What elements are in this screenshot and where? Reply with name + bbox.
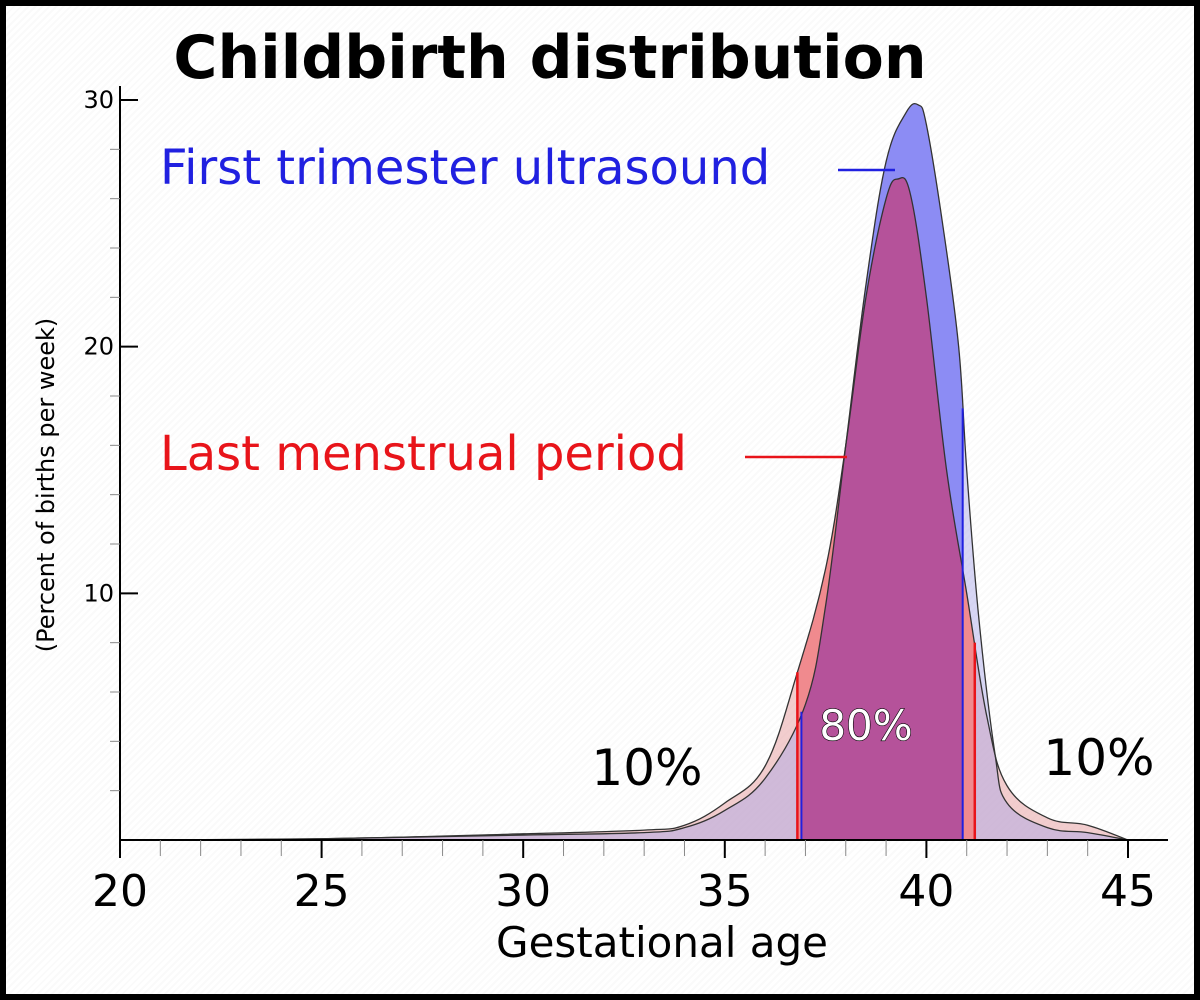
y-tick-label: 20 <box>83 333 114 361</box>
y-tick-label: 10 <box>83 579 114 607</box>
chart-frame: Childbirth distribution 20 25 30 35 40 45 10 20… <box>6 6 1194 994</box>
axes: 20 25 30 35 40 45 10 20 30 <box>83 86 1168 917</box>
ultrasound-series-label: First trimester ultrasound <box>160 140 770 196</box>
x-tick-label: 30 <box>495 866 551 917</box>
overlap-area <box>801 177 963 840</box>
x-tick-label: 35 <box>697 866 753 917</box>
x-tick-label: 40 <box>898 866 954 917</box>
lmp-series-label: Last menstrual period <box>160 426 687 482</box>
series-labels: First trimester ultrasound Last menstrual… <box>160 140 895 482</box>
y-axis-label: (Percent of births per week) <box>32 318 60 653</box>
center-percent-label: 80% <box>819 701 912 750</box>
ultrasound-curve <box>119 102 1129 841</box>
x-tick-label: 25 <box>294 866 350 917</box>
x-axis-label: Gestational age <box>496 918 828 967</box>
overlap-group <box>801 177 963 840</box>
right-tail-percent-label: 10% <box>1043 729 1154 787</box>
lmp-curve <box>119 176 1129 841</box>
chart-title: Childbirth distribution <box>173 23 926 93</box>
x-tick-label: 45 <box>1100 866 1156 917</box>
left-tail-percent-label: 10% <box>591 739 702 797</box>
plot-areas <box>119 102 1129 841</box>
childbirth-chart: Childbirth distribution 20 25 30 35 40 451020… <box>32 23 1168 967</box>
y-tick-label: 30 <box>83 86 114 114</box>
x-tick-label: 20 <box>92 866 148 917</box>
